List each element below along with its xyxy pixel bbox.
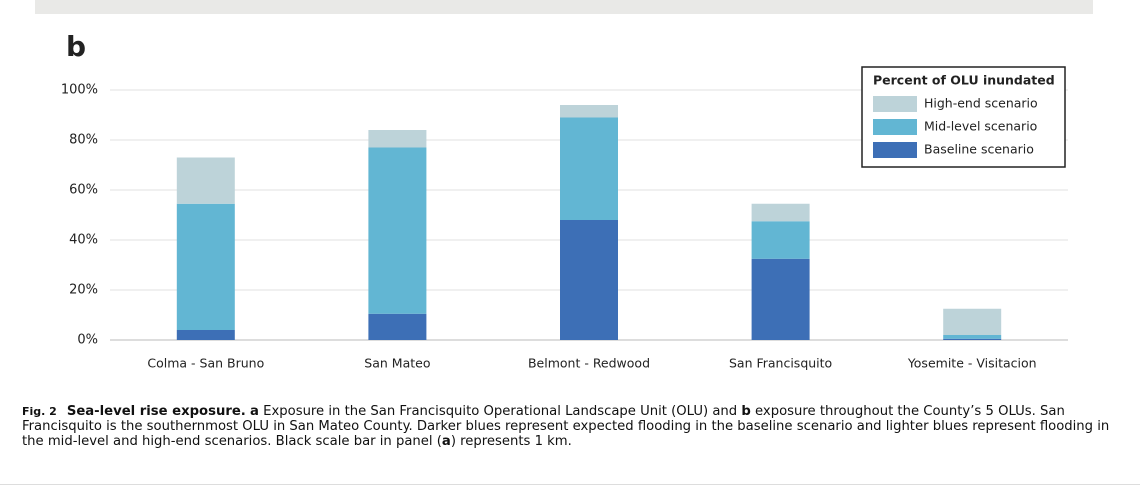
chart: b 0% 20% 40% 60% 80% 100% Colma - San Bruno San…	[35, 0, 1093, 371]
legend-label: Baseline scenario	[924, 142, 1034, 157]
y-tick-label: 40%	[69, 233, 98, 248]
x-tick-label: Belmont - Redwood	[528, 356, 650, 371]
bar-segment	[368, 313, 427, 340]
bar-segment	[176, 330, 235, 340]
y-tick-label: 0%	[77, 333, 98, 348]
caption-text: a	[441, 434, 451, 449]
y-tick-label: 20%	[69, 283, 98, 298]
caption-text: a	[250, 404, 259, 419]
bar-segment	[368, 130, 427, 148]
y-tick-label: 80%	[69, 133, 98, 148]
legend-swatch	[873, 96, 917, 112]
caption-text: Exposure in the San Francisquito Operati…	[263, 404, 738, 419]
y-tick-label: 100%	[61, 83, 98, 98]
legend-label: High-end scenario	[924, 96, 1038, 111]
panel-label: b	[66, 30, 86, 63]
caption-text: ) represents 1 km.	[450, 434, 572, 449]
bar-segment	[943, 308, 1002, 335]
map-strip	[35, 0, 1093, 14]
caption-text: b	[741, 404, 751, 419]
bar-segment	[751, 221, 810, 259]
caption-title: Sea-level rise exposure.	[66, 404, 246, 419]
bar-segment	[943, 338, 1002, 340]
bar-segment	[368, 147, 427, 314]
bar-segment	[751, 258, 810, 340]
bar-segment	[176, 203, 235, 330]
x-tick-label: San Francisquito	[729, 356, 832, 371]
divider	[0, 484, 1140, 485]
bar-segment	[560, 117, 618, 220]
bar-segment	[560, 105, 618, 118]
bar-segment	[751, 203, 810, 222]
caption-text: exposure throughout the County’s 5 OLUs.…	[22, 404, 1110, 449]
legend-swatch	[873, 119, 917, 135]
x-tick-label: Colma - San Bruno	[147, 356, 264, 371]
legend-swatch	[873, 142, 917, 158]
bar-segment	[943, 335, 1002, 339]
caption: Fig. 2 Sea-level rise exposure. a Exposur…	[22, 404, 1122, 449]
caption-label: Fig. 2	[22, 405, 57, 418]
y-tick-label: 60%	[69, 183, 98, 198]
legend-title: Percent of OLU inundated	[873, 73, 1055, 88]
bar-segment	[176, 157, 235, 204]
x-tick-label: San Mateo	[364, 356, 430, 371]
legend-label: Mid-level scenario	[924, 119, 1037, 134]
x-tick-label: Yosemite - Visitacion	[907, 356, 1037, 371]
bar-segment	[560, 220, 618, 340]
